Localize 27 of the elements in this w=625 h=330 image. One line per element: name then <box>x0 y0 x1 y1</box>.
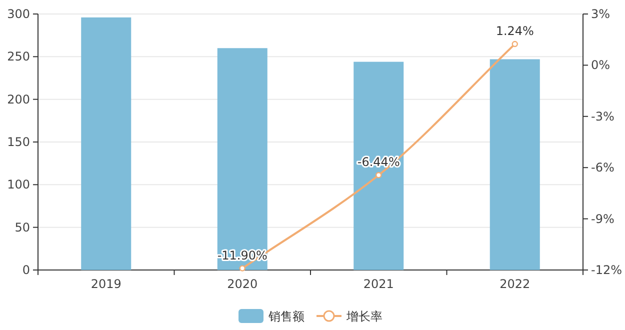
legend-label: 销售额 <box>268 310 304 324</box>
x-tick-label: 2022 <box>500 277 530 291</box>
y2-tick-label: 3% <box>591 7 610 21</box>
x-tick-label: 2020 <box>227 277 258 291</box>
bar <box>217 48 268 270</box>
data-label: 1.24% <box>496 24 534 38</box>
y2-tick-label: 0% <box>591 58 610 72</box>
y-tick-label: 100 <box>7 178 30 192</box>
point <box>239 265 246 272</box>
legend-label: 增长率 <box>346 310 382 324</box>
y-tick-label: 50 <box>14 220 30 234</box>
x-tick-label: 2019 <box>90 277 122 291</box>
y-tick-label: 150 <box>7 135 30 149</box>
point <box>512 40 518 48</box>
y2-tick-label: -9% <box>591 212 614 226</box>
bar <box>81 17 132 270</box>
y2-tick-label: -3% <box>591 109 614 124</box>
y2-tick-label: -6% <box>591 160 614 175</box>
y-tick-label: 0 <box>22 263 30 277</box>
y-tick-label: 200 <box>7 92 30 106</box>
y2-tick-label: -12% <box>591 263 622 277</box>
point <box>376 172 382 178</box>
y-tick-label: 250 <box>7 50 30 64</box>
bar <box>354 62 404 270</box>
bar <box>490 59 540 270</box>
x-tick-label: 2021 <box>363 277 394 291</box>
y-tick-label: 300 <box>7 7 30 21</box>
